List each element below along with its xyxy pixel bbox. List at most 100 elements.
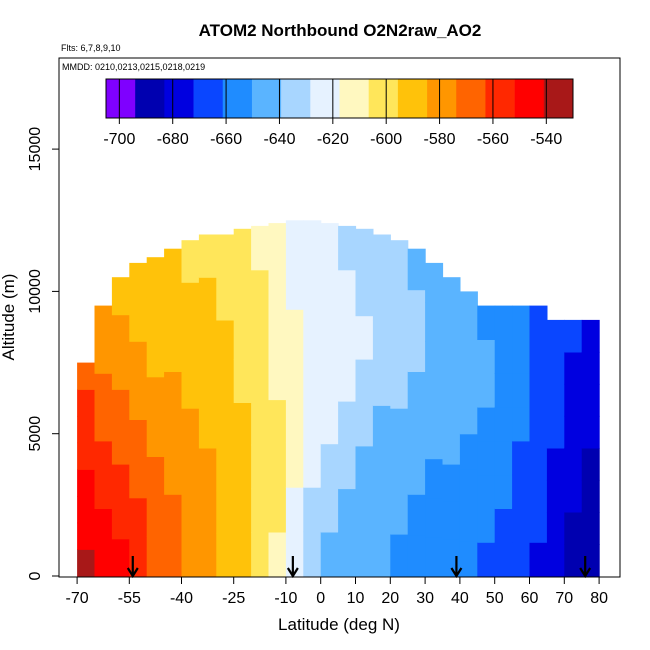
heatmap-cell (146, 416, 165, 457)
heatmap-cell (268, 399, 287, 445)
heatmap-cell (494, 305, 513, 340)
heatmap-cell (111, 538, 130, 577)
heatmap-cell (564, 544, 583, 577)
heatmap-cell (529, 339, 548, 374)
colorbar-segment (164, 79, 194, 118)
heatmap-cell (390, 534, 409, 577)
heatmap-cell (268, 223, 287, 268)
heatmap-cell (77, 389, 96, 417)
x-tick-label: 0 (316, 590, 325, 607)
colorbar-tick-label: -540 (530, 131, 562, 148)
heatmap-cell (111, 426, 130, 465)
heatmap-cell (390, 492, 409, 535)
heatmap-cell (198, 533, 217, 577)
heatmap-cell (181, 450, 200, 493)
heatmap-cell (268, 355, 287, 401)
heatmap-cell (164, 535, 183, 577)
heatmap-cell (111, 351, 130, 390)
heatmap-cell (512, 474, 531, 509)
colorbar-tick-label: -680 (157, 131, 189, 148)
heatmap-cell (494, 508, 513, 543)
heatmap-cell (251, 269, 270, 315)
heatmap-cell (303, 264, 322, 310)
colorbar: -700 -680 -660 -640 -620 -600 -580 -560 -540 (103, 78, 574, 148)
profile-arrow-head (450, 567, 463, 579)
heatmap-cell (372, 447, 391, 492)
heatmap-cell (407, 330, 426, 372)
heatmap-cell (546, 383, 565, 417)
heatmap-cell (355, 359, 374, 403)
heatmap-cell (442, 463, 461, 502)
heatmap-cell (216, 533, 235, 577)
x-tick-label: 60 (521, 590, 539, 607)
heatmap-cell (459, 504, 478, 542)
y-axis-label: Altitude (m) (0, 274, 18, 361)
heatmap-cell (111, 314, 130, 353)
heatmap-cell (129, 341, 148, 381)
heatmap-cell (338, 532, 357, 577)
heatmap-cell (442, 501, 461, 540)
heatmap-cell (442, 314, 461, 353)
heatmap-cell (111, 277, 130, 316)
heatmap-cell (94, 407, 113, 442)
colorbar-tick-label: -660 (210, 131, 242, 148)
heatmap-cell (77, 549, 96, 577)
heatmap-cell (94, 339, 113, 374)
heatmap-cell (251, 401, 270, 446)
colorbar-segment (251, 79, 282, 118)
heatmap-cell (129, 497, 148, 538)
heatmap-cell (303, 353, 322, 399)
colorbar-segment (427, 79, 457, 118)
heatmap-cell (546, 415, 565, 449)
heatmap-cell (94, 542, 113, 577)
heatmap-cell (164, 289, 183, 332)
heatmap-cell (355, 402, 374, 447)
colorbar-tick-label: -640 (263, 131, 295, 148)
heatmap-cell (459, 469, 478, 506)
heatmap-cell (372, 405, 391, 449)
heatmap-cell (320, 487, 339, 533)
heatmap-cell (407, 289, 426, 332)
heatmap-cell (111, 501, 130, 540)
heatmap-cell (477, 305, 496, 340)
heatmap-cell (529, 440, 548, 476)
heatmap-cell (251, 313, 270, 358)
colorbar-tick-label: -560 (477, 131, 509, 148)
heatmap-cell (94, 474, 113, 509)
x-tick-label: -10 (274, 590, 297, 607)
heatmap-cell (77, 496, 96, 524)
heatmap-cell (129, 458, 148, 499)
heatmap-cell (268, 487, 287, 533)
heatmap-cell (216, 277, 235, 321)
heatmap-cell (251, 488, 270, 533)
heatmap-cell (129, 419, 148, 460)
heatmap-cell (529, 373, 548, 408)
heatmap-cell (285, 309, 304, 355)
x-tick-label: 20 (381, 590, 399, 607)
heatmap-cell (181, 240, 200, 283)
heatmap-cell (129, 380, 148, 420)
heatmap-cell (94, 373, 113, 408)
heatmap-cell (338, 225, 357, 271)
heatmap-cell (355, 445, 374, 490)
colorbar-segment (339, 79, 369, 118)
colorbar-tick-label: -620 (317, 131, 349, 148)
heatmap-cell (425, 341, 444, 381)
heatmap-cell (77, 469, 96, 497)
heatmap-cell (477, 474, 496, 509)
heatmap-cell (355, 315, 374, 360)
heatmap-cell (285, 264, 304, 310)
heatmap-cell (233, 532, 252, 577)
heatmap-cell (512, 440, 531, 476)
heatmap-cell (390, 282, 409, 325)
heatmap-cell (146, 496, 165, 537)
heatmap-cell (164, 371, 183, 413)
heatmap-cell (564, 512, 583, 545)
colorbar-frame (105, 78, 574, 119)
heatmap-cell (233, 315, 252, 360)
heatmap-cell (564, 479, 583, 513)
heatmap-cell (216, 405, 235, 449)
heatmap-cell (164, 248, 183, 291)
heatmap-cell (407, 494, 426, 536)
heatmap-cell (407, 535, 426, 577)
